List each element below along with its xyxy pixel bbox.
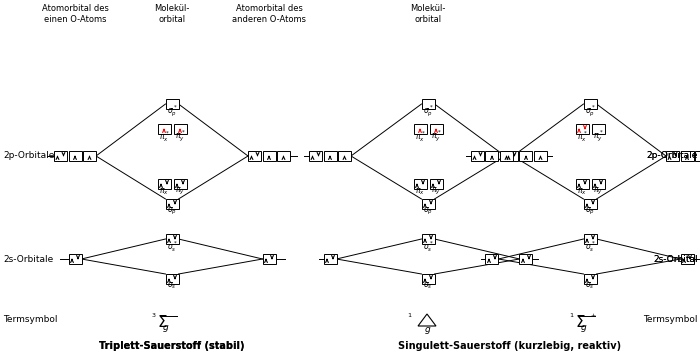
Text: $\pi_x^*$: $\pi_x^*$ bbox=[414, 129, 426, 144]
Text: $\pi_x^*$: $\pi_x^*$ bbox=[577, 129, 587, 144]
Bar bbox=[69, 151, 81, 161]
Bar bbox=[165, 234, 178, 244]
Bar bbox=[338, 151, 351, 161]
Text: Triplett-Sauerstoff (stabil): Triplett-Sauerstoff (stabil) bbox=[99, 341, 245, 351]
Text: Termsymbol: Termsymbol bbox=[3, 315, 57, 325]
Text: $g$: $g$ bbox=[580, 324, 588, 335]
Bar bbox=[69, 254, 81, 264]
Text: $\sigma_p^*$: $\sigma_p^*$ bbox=[584, 104, 596, 119]
Bar bbox=[165, 199, 178, 209]
Bar bbox=[695, 151, 700, 161]
Bar bbox=[165, 274, 178, 284]
Text: $^+$: $^+$ bbox=[589, 313, 597, 321]
Bar bbox=[471, 151, 484, 161]
Text: $\pi_x$: $\pi_x$ bbox=[415, 186, 425, 197]
Bar bbox=[54, 151, 67, 161]
Bar bbox=[421, 199, 435, 209]
Bar bbox=[584, 274, 596, 284]
Bar bbox=[534, 151, 547, 161]
Bar bbox=[414, 179, 426, 189]
Text: Singulett-Sauerstoff (kurzlebig, reaktiv): Singulett-Sauerstoff (kurzlebig, reaktiv… bbox=[398, 341, 622, 351]
Text: $\sigma_s^*$: $\sigma_s^*$ bbox=[423, 239, 433, 254]
Text: Molekül-
orbital: Molekül- orbital bbox=[410, 4, 446, 24]
Bar bbox=[174, 124, 186, 134]
Bar bbox=[248, 151, 261, 161]
Bar bbox=[421, 99, 435, 109]
Text: $^1$: $^1$ bbox=[407, 313, 413, 321]
Text: $\pi_x$: $\pi_x$ bbox=[577, 186, 587, 197]
Bar bbox=[309, 151, 322, 161]
Bar bbox=[575, 179, 589, 189]
Bar bbox=[680, 151, 694, 161]
Text: $\sigma_p^*$: $\sigma_p^*$ bbox=[423, 104, 433, 119]
Bar bbox=[323, 151, 337, 161]
Bar bbox=[519, 254, 533, 264]
Bar bbox=[421, 274, 435, 284]
Text: 2s-Orbital: 2s-Orbital bbox=[653, 255, 698, 263]
Bar bbox=[486, 151, 498, 161]
Bar bbox=[584, 234, 596, 244]
Text: 2s-Orbital: 2s-Orbital bbox=[653, 255, 698, 263]
Text: $\sigma_s^*$: $\sigma_s^*$ bbox=[584, 239, 596, 254]
Text: $g$: $g$ bbox=[162, 324, 169, 335]
Text: $\sigma_p$: $\sigma_p$ bbox=[423, 206, 433, 217]
Text: 2p-Orbitale: 2p-Orbitale bbox=[647, 152, 698, 161]
Text: $\sigma_s$: $\sigma_s$ bbox=[424, 281, 433, 292]
Text: $^1$: $^1$ bbox=[569, 313, 575, 321]
Text: $\pi_y$: $\pi_y$ bbox=[593, 186, 603, 197]
Text: Atomorbital des
anderen O-Atoms: Atomorbital des anderen O-Atoms bbox=[232, 4, 306, 24]
Text: $\sigma_s$: $\sigma_s$ bbox=[167, 281, 177, 292]
Text: $\sigma_p$: $\sigma_p$ bbox=[585, 206, 595, 217]
Text: 2p-Orbitale: 2p-Orbitale bbox=[3, 152, 55, 161]
Text: $\sigma_s$: $\sigma_s$ bbox=[585, 281, 595, 292]
Text: $\pi_x^*$: $\pi_x^*$ bbox=[159, 129, 169, 144]
Bar bbox=[158, 124, 171, 134]
Bar bbox=[262, 151, 276, 161]
Text: $^3$: $^3$ bbox=[151, 313, 157, 321]
Text: $\pi_y^*$: $\pi_y^*$ bbox=[175, 129, 186, 144]
Text: $\pi_y$: $\pi_y$ bbox=[431, 186, 441, 197]
Bar bbox=[323, 254, 337, 264]
Text: $^-$: $^-$ bbox=[171, 313, 179, 321]
Bar bbox=[519, 151, 533, 161]
Text: $\sigma_s^*$: $\sigma_s^*$ bbox=[167, 239, 177, 254]
Text: $\sigma_p^*$: $\sigma_p^*$ bbox=[167, 104, 177, 119]
Bar bbox=[592, 124, 605, 134]
Text: Termsymbol: Termsymbol bbox=[643, 315, 698, 325]
Text: 2s-Orbitale: 2s-Orbitale bbox=[3, 255, 53, 263]
Text: 2p-Orbitale: 2p-Orbitale bbox=[647, 152, 698, 161]
Bar bbox=[680, 254, 694, 264]
Bar bbox=[421, 234, 435, 244]
Text: $\pi_y^*$: $\pi_y^*$ bbox=[593, 129, 603, 144]
Bar bbox=[575, 124, 589, 134]
Bar bbox=[584, 99, 596, 109]
Text: $g$: $g$ bbox=[424, 325, 432, 336]
Bar bbox=[430, 124, 442, 134]
Text: $\Sigma$: $\Sigma$ bbox=[575, 314, 585, 330]
Bar bbox=[592, 179, 605, 189]
Bar bbox=[165, 99, 178, 109]
Bar bbox=[83, 151, 96, 161]
Text: Molekül-
orbital: Molekül- orbital bbox=[154, 4, 190, 24]
Bar bbox=[158, 179, 171, 189]
Bar bbox=[174, 179, 186, 189]
Bar bbox=[584, 199, 596, 209]
Text: $\pi_x$: $\pi_x$ bbox=[159, 186, 169, 197]
Text: $\Sigma$: $\Sigma$ bbox=[157, 314, 167, 330]
Bar bbox=[277, 151, 290, 161]
Text: Triplett-Sauerstoff (stabil): Triplett-Sauerstoff (stabil) bbox=[99, 341, 245, 351]
Bar bbox=[430, 179, 442, 189]
Bar bbox=[666, 151, 679, 161]
Bar bbox=[505, 151, 518, 161]
Text: $\pi_y^*$: $\pi_y^*$ bbox=[430, 129, 441, 144]
Text: Atomorbital des
einen O-Atoms: Atomorbital des einen O-Atoms bbox=[41, 4, 108, 24]
Text: $\sigma_p$: $\sigma_p$ bbox=[167, 206, 177, 217]
Bar bbox=[486, 254, 498, 264]
Bar bbox=[500, 151, 513, 161]
Bar bbox=[262, 254, 276, 264]
Text: $\pi_y$: $\pi_y$ bbox=[175, 186, 185, 197]
Bar bbox=[414, 124, 426, 134]
